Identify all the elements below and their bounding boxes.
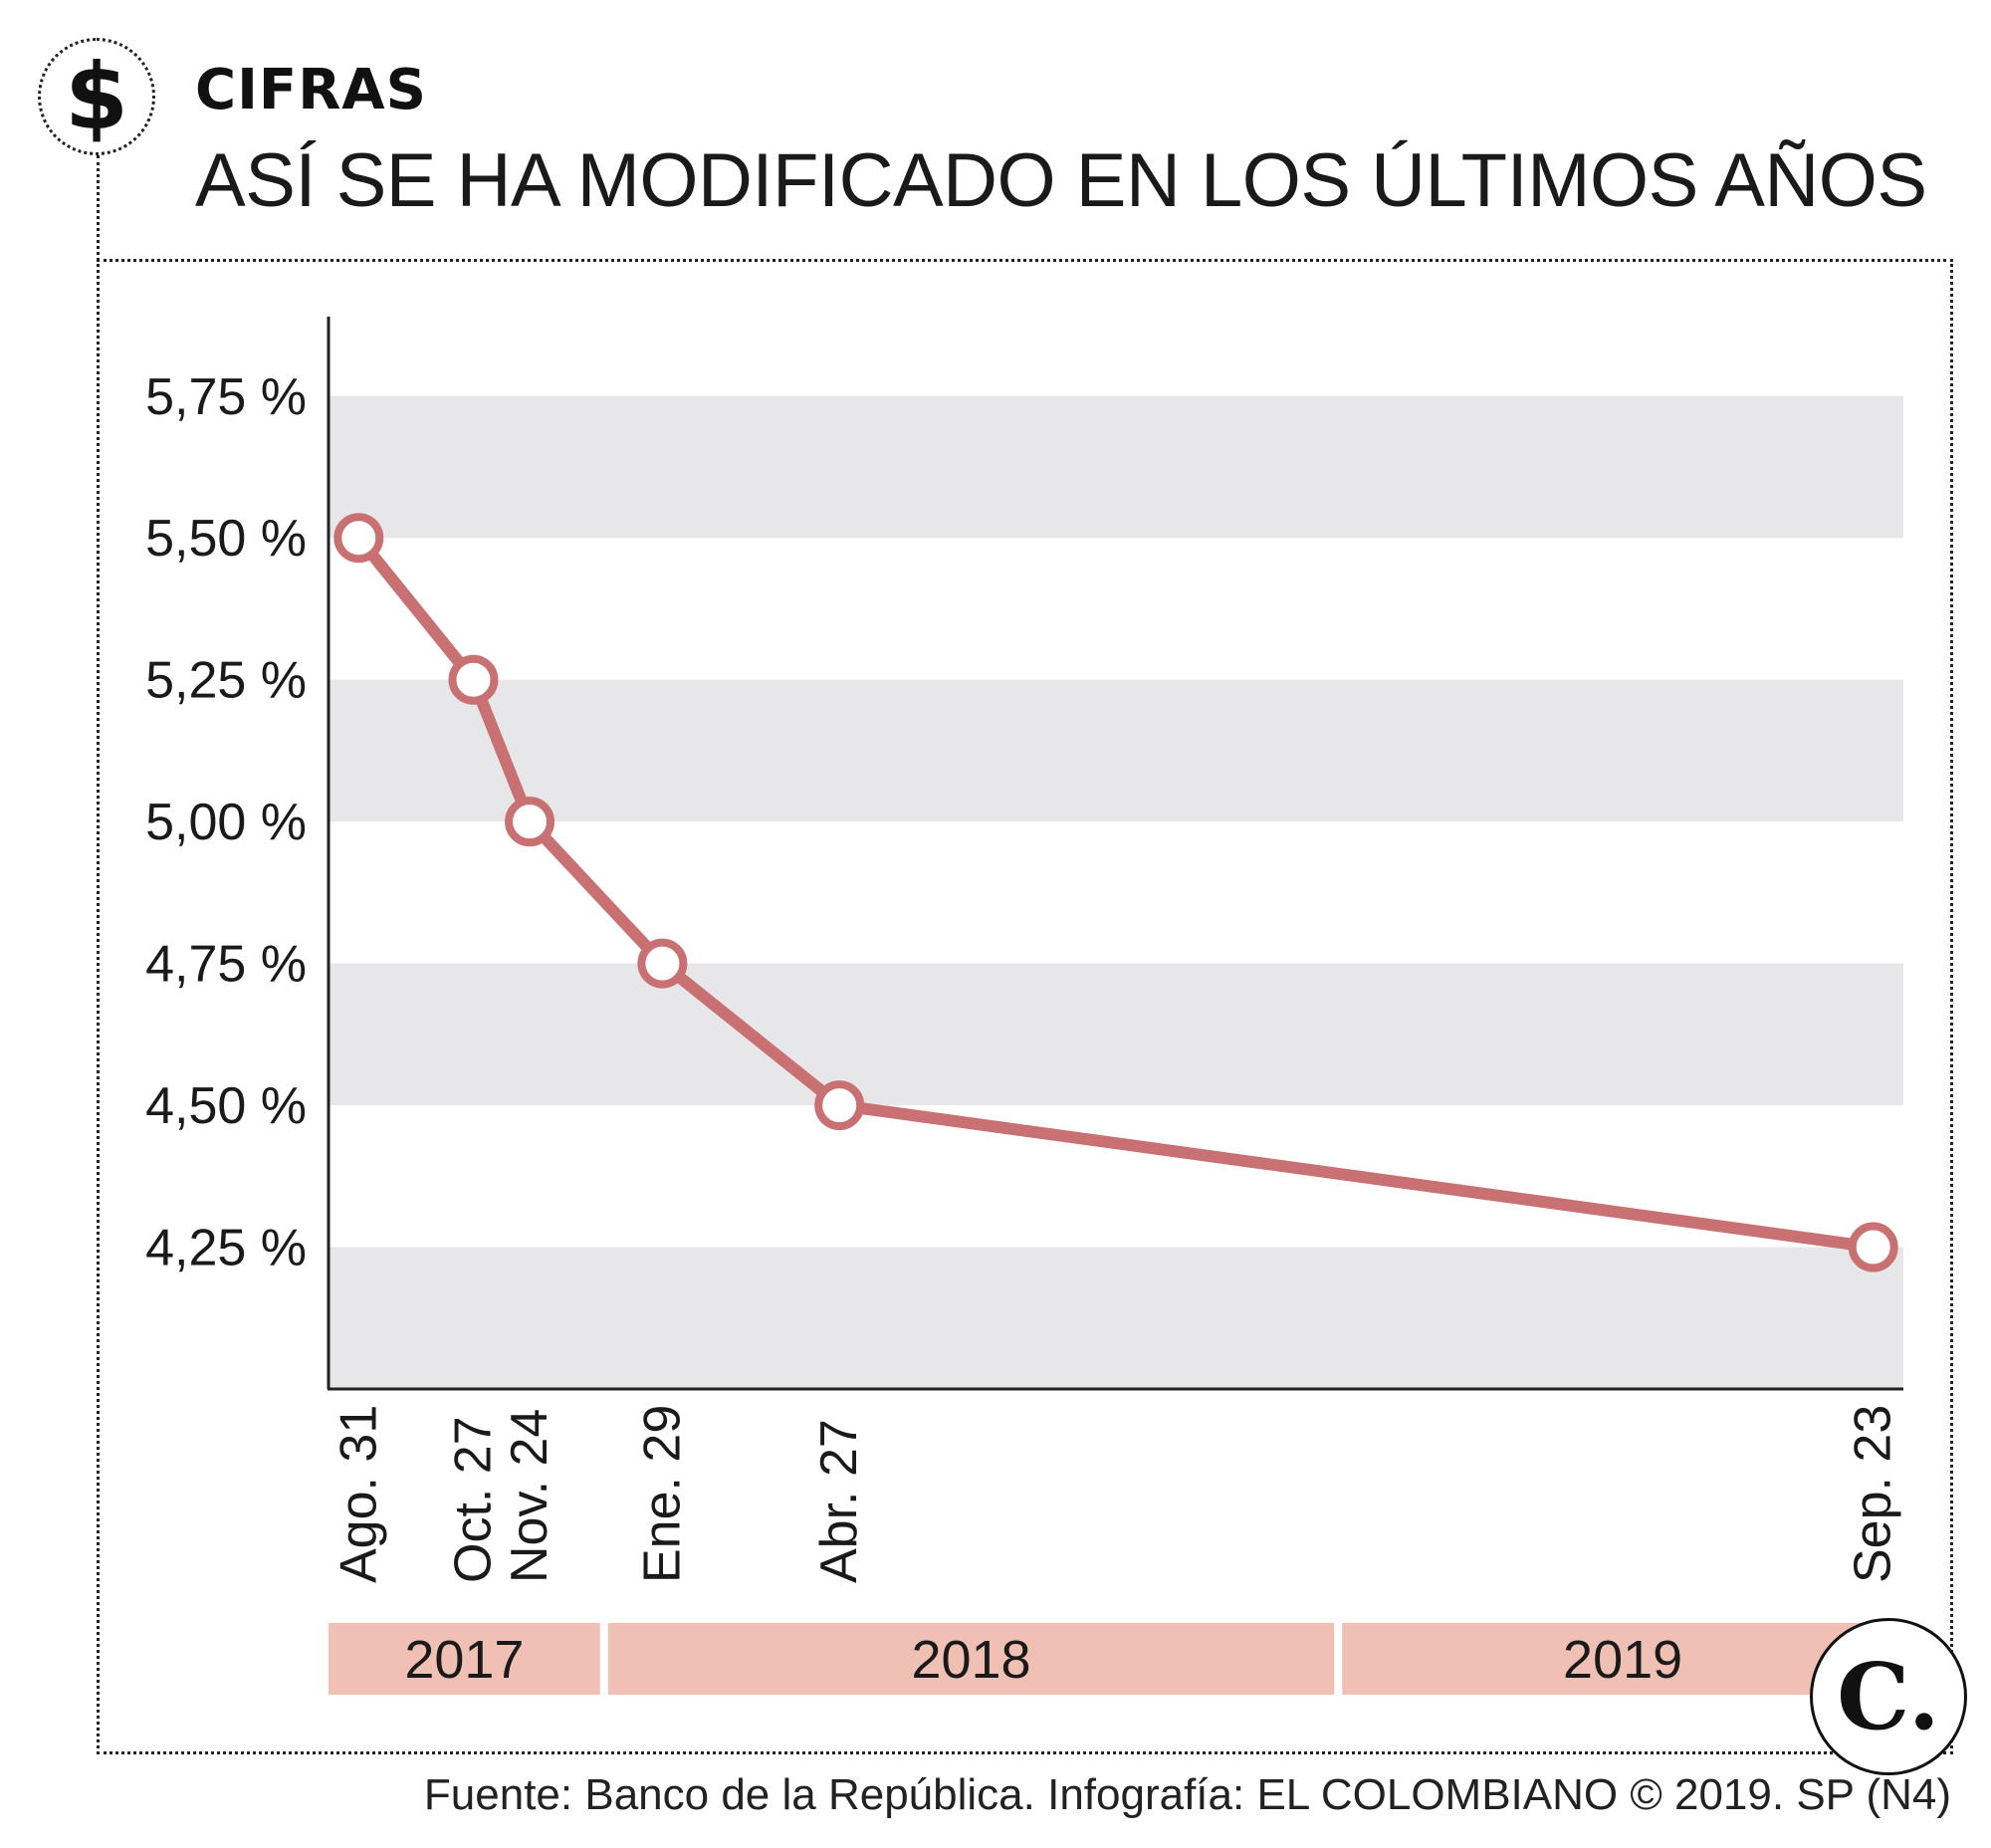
grid-band-2 (329, 963, 1903, 1106)
x-tick-label: Sep. 23 (1845, 1405, 1902, 1583)
x-tick-label: Abr. 27 (810, 1419, 868, 1583)
grid-band-3 (329, 1247, 1903, 1389)
data-point (448, 654, 499, 705)
grid-band-1 (329, 679, 1903, 822)
chart-title: ASÍ SE HA MODIFICADO EN LOS ÚLTIMOS AÑOS (195, 138, 1927, 223)
section-kicker: CIFRAS (195, 58, 427, 122)
series-line (352, 532, 1880, 1254)
source-credit: Fuente: Banco de la República. Infografí… (423, 1770, 1951, 1819)
y-tick-label: 5,00 % (145, 794, 307, 851)
y-tick-label: 5,25 % (145, 652, 307, 710)
year-label: 2018 (911, 1630, 1030, 1690)
grid-band-0 (329, 395, 1903, 539)
y-tick-label: 4,50 % (145, 1077, 307, 1135)
dollar-glyph: $ (64, 43, 128, 150)
x-tick-label: Ene. 29 (633, 1405, 691, 1583)
year-label: 2019 (1563, 1630, 1682, 1690)
el-colombiano-logo: C. (1810, 1618, 1967, 1775)
x-tick-label: Oct. 27 (444, 1416, 502, 1583)
y-tick-label: 5,75 % (145, 368, 307, 426)
data-point (814, 1080, 865, 1131)
x-tick-label: Ago. 31 (330, 1405, 387, 1583)
chart-frame (97, 259, 1953, 1754)
data-point (1848, 1222, 1898, 1272)
y-tick-label: 4,25 % (145, 1220, 307, 1277)
y-tick-label: 5,50 % (145, 510, 307, 568)
year-label: 2017 (404, 1630, 524, 1690)
data-point (637, 938, 688, 989)
year-bar (1342, 1623, 1903, 1695)
year-bar (607, 1623, 1335, 1695)
x-tick-label: Nov. 24 (501, 1409, 558, 1583)
data-point (505, 797, 555, 847)
data-point (333, 513, 384, 564)
y-tick-label: 4,75 % (145, 936, 307, 994)
year-bar (329, 1623, 600, 1695)
dollar-icon: $ (38, 38, 155, 155)
dotted-connector (97, 155, 100, 261)
